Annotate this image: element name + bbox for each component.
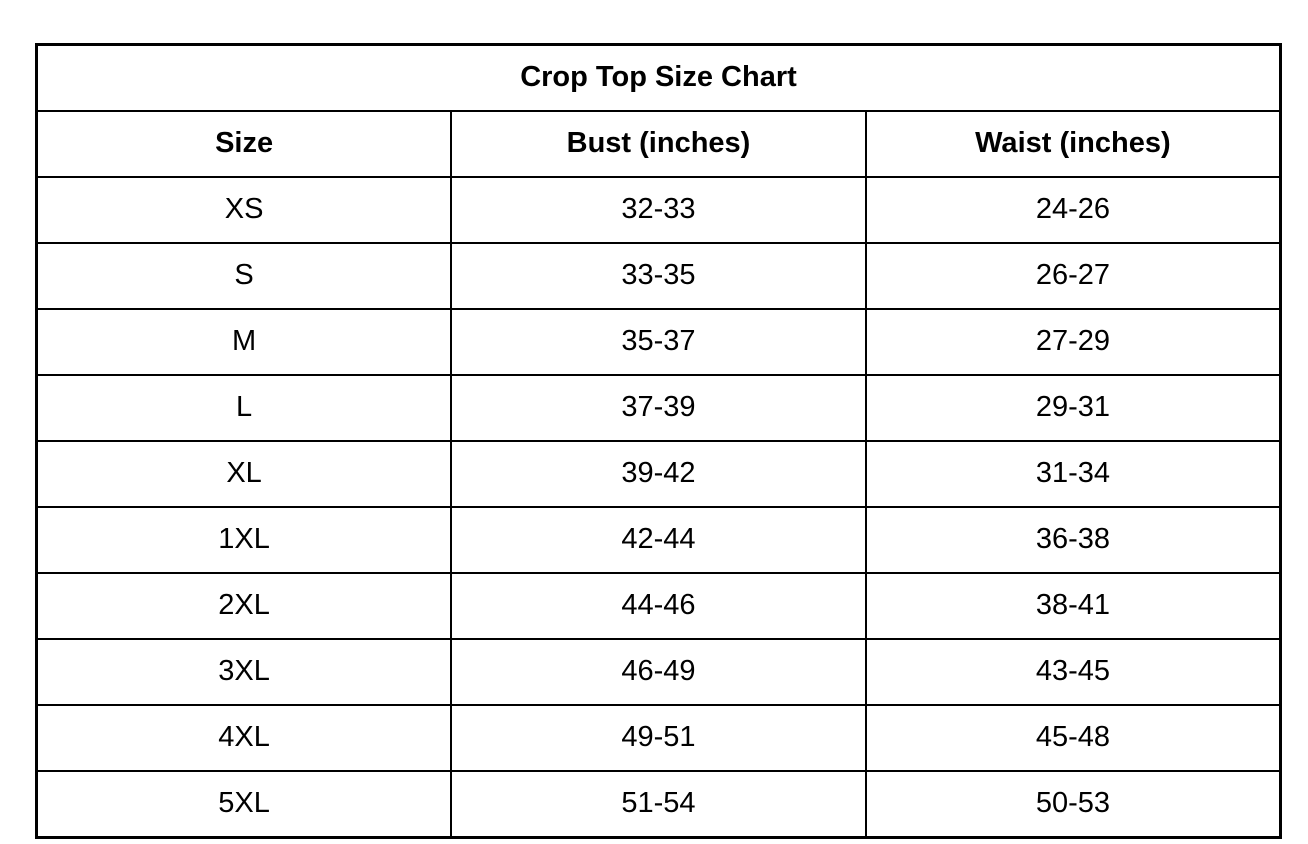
table-title: Crop Top Size Chart xyxy=(35,43,1282,112)
bust-cell: 42-44 xyxy=(450,506,867,574)
table-row: 4XL 49-51 45-48 xyxy=(35,704,1282,772)
bust-cell: 51-54 xyxy=(450,770,867,839)
bust-cell: 46-49 xyxy=(450,638,867,706)
waist-cell: 38-41 xyxy=(864,572,1282,640)
bust-cell: 44-46 xyxy=(450,572,867,640)
waist-cell: 27-29 xyxy=(864,308,1282,376)
table-row: 3XL 46-49 43-45 xyxy=(35,638,1282,706)
size-cell: M xyxy=(35,308,453,376)
waist-cell: 26-27 xyxy=(864,242,1282,310)
table-row: 2XL 44-46 38-41 xyxy=(35,572,1282,640)
header-row: Size Bust (inches) Waist (inches) xyxy=(35,110,1282,178)
size-cell: 5XL xyxy=(35,770,453,839)
waist-cell: 24-26 xyxy=(864,176,1282,244)
size-cell: XL xyxy=(35,440,453,508)
column-header-bust: Bust (inches) xyxy=(450,110,867,178)
size-chart-head: Crop Top Size Chart Size Bust (inches) W… xyxy=(35,43,1282,178)
size-cell: 4XL xyxy=(35,704,453,772)
column-header-waist: Waist (inches) xyxy=(864,110,1282,178)
waist-cell: 45-48 xyxy=(864,704,1282,772)
size-cell: L xyxy=(35,374,453,442)
table-row: XL 39-42 31-34 xyxy=(35,440,1282,508)
table-row: L 37-39 29-31 xyxy=(35,374,1282,442)
waist-cell: 43-45 xyxy=(864,638,1282,706)
size-chart-table: Crop Top Size Chart Size Bust (inches) W… xyxy=(35,43,1282,839)
size-cell: S xyxy=(35,242,453,310)
size-chart-body: XS 32-33 24-26 S 33-35 26-27 M 35-37 27-… xyxy=(35,176,1282,839)
size-cell: 1XL xyxy=(35,506,453,574)
table-row: M 35-37 27-29 xyxy=(35,308,1282,376)
bust-cell: 32-33 xyxy=(450,176,867,244)
table-row: S 33-35 26-27 xyxy=(35,242,1282,310)
size-cell: 2XL xyxy=(35,572,453,640)
table-row: 5XL 51-54 50-53 xyxy=(35,770,1282,839)
waist-cell: 31-34 xyxy=(864,440,1282,508)
column-header-size: Size xyxy=(35,110,453,178)
bust-cell: 39-42 xyxy=(450,440,867,508)
bust-cell: 49-51 xyxy=(450,704,867,772)
waist-cell: 36-38 xyxy=(864,506,1282,574)
bust-cell: 37-39 xyxy=(450,374,867,442)
bust-cell: 33-35 xyxy=(450,242,867,310)
waist-cell: 29-31 xyxy=(864,374,1282,442)
waist-cell: 50-53 xyxy=(864,770,1282,839)
title-row: Crop Top Size Chart xyxy=(35,43,1282,112)
table-row: 1XL 42-44 36-38 xyxy=(35,506,1282,574)
size-cell: 3XL xyxy=(35,638,453,706)
bust-cell: 35-37 xyxy=(450,308,867,376)
size-cell: XS xyxy=(35,176,453,244)
table-row: XS 32-33 24-26 xyxy=(35,176,1282,244)
